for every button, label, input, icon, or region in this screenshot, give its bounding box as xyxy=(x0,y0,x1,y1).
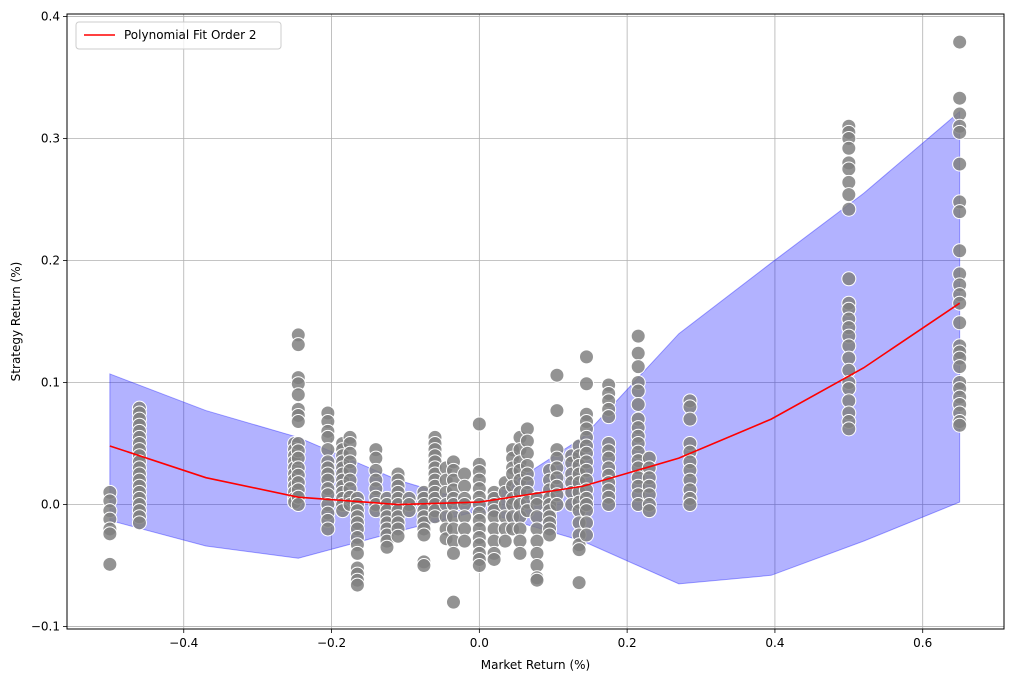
scatter-point xyxy=(102,526,118,542)
scatter-point xyxy=(102,556,118,572)
scatter-point xyxy=(841,140,857,156)
scatter-point xyxy=(457,533,473,549)
x-tick-label: −0.2 xyxy=(317,636,346,650)
legend-box xyxy=(75,21,282,50)
scatter-point xyxy=(549,367,565,383)
scatter-point xyxy=(512,545,528,561)
scatter-point xyxy=(841,421,857,437)
scatter-point xyxy=(952,359,968,375)
scatter-point xyxy=(952,243,968,259)
x-tick-label: −0.4 xyxy=(169,636,198,650)
scatter-point xyxy=(529,572,545,588)
scatter-point xyxy=(952,90,968,106)
scatter-point xyxy=(416,527,432,543)
scatter-point xyxy=(601,497,617,513)
y-axis-label: Strategy Return (%) xyxy=(9,262,23,382)
scatter-point xyxy=(841,201,857,217)
scatter-point xyxy=(630,359,646,375)
scatter-point xyxy=(290,497,306,513)
scatter-point xyxy=(549,497,565,513)
x-axis-label: Market Return (%) xyxy=(481,658,590,672)
fit-line xyxy=(109,302,961,506)
y-tick-label: 0.3 xyxy=(41,131,60,145)
scatter-point xyxy=(290,387,306,403)
scatter-point xyxy=(131,515,147,531)
scatter-point xyxy=(497,533,513,549)
legend: Polynomial Fit Order 2 xyxy=(75,21,282,50)
scatter-point xyxy=(952,156,968,172)
fit-line-layer xyxy=(109,302,961,506)
scatter-point xyxy=(290,414,306,430)
scatter-point xyxy=(542,527,558,543)
scatter-point xyxy=(841,161,857,177)
scatter-point xyxy=(841,187,857,203)
scatter-point xyxy=(630,345,646,361)
scatter-point xyxy=(630,383,646,399)
scatter-point xyxy=(471,416,487,432)
scatter-point xyxy=(682,497,698,513)
scatter-point xyxy=(349,545,365,561)
plot-area-frame xyxy=(66,13,1005,630)
scatter-point xyxy=(952,315,968,331)
scatter-point xyxy=(379,539,395,555)
scatter-point xyxy=(445,594,461,610)
scatter-point xyxy=(349,577,365,593)
scatter-point xyxy=(641,503,657,519)
scatter-point xyxy=(290,337,306,353)
scatter-point xyxy=(841,271,857,287)
scatter-point xyxy=(571,542,587,558)
x-tick-label: 0.2 xyxy=(618,636,637,650)
scatter-point xyxy=(630,328,646,344)
y-tick-label: −0.1 xyxy=(31,620,60,634)
scatter-point xyxy=(486,551,502,567)
scatter-point xyxy=(952,417,968,433)
scatter-point xyxy=(401,503,417,519)
y-tick-label: 0.1 xyxy=(41,376,60,390)
scatter-point xyxy=(549,403,565,419)
scatter-point xyxy=(445,545,461,561)
x-tick-label: 0.0 xyxy=(470,636,489,650)
x-tick-label: 0.4 xyxy=(765,636,784,650)
scatter-point xyxy=(578,527,594,543)
scatter-point xyxy=(471,558,487,574)
scatter-point xyxy=(952,204,968,220)
scatter-point xyxy=(601,409,617,425)
scatter-point xyxy=(390,528,406,544)
y-tick-label: 0.0 xyxy=(41,498,60,512)
y-tick-label: 0.2 xyxy=(41,253,60,267)
scatter-point xyxy=(416,558,432,574)
scatter-point xyxy=(952,34,968,50)
scatter-point xyxy=(571,575,587,591)
x-axis-ticks: −0.4 −0.2 0.0 0.2 0.4 0.6 xyxy=(169,629,932,650)
scatter-point xyxy=(952,124,968,140)
y-tick-label: 0.4 xyxy=(41,9,60,23)
x-tick-label: 0.6 xyxy=(913,636,932,650)
scatter-point xyxy=(578,349,594,365)
scatter-point xyxy=(682,411,698,427)
scatter-point xyxy=(320,521,336,537)
scatter-point xyxy=(630,396,646,412)
legend-label-fit: Polynomial Fit Order 2 xyxy=(124,28,257,42)
scatter-point xyxy=(578,376,594,392)
y-axis-ticks: −0.1 0.0 0.1 0.2 0.3 0.4 xyxy=(31,9,67,634)
